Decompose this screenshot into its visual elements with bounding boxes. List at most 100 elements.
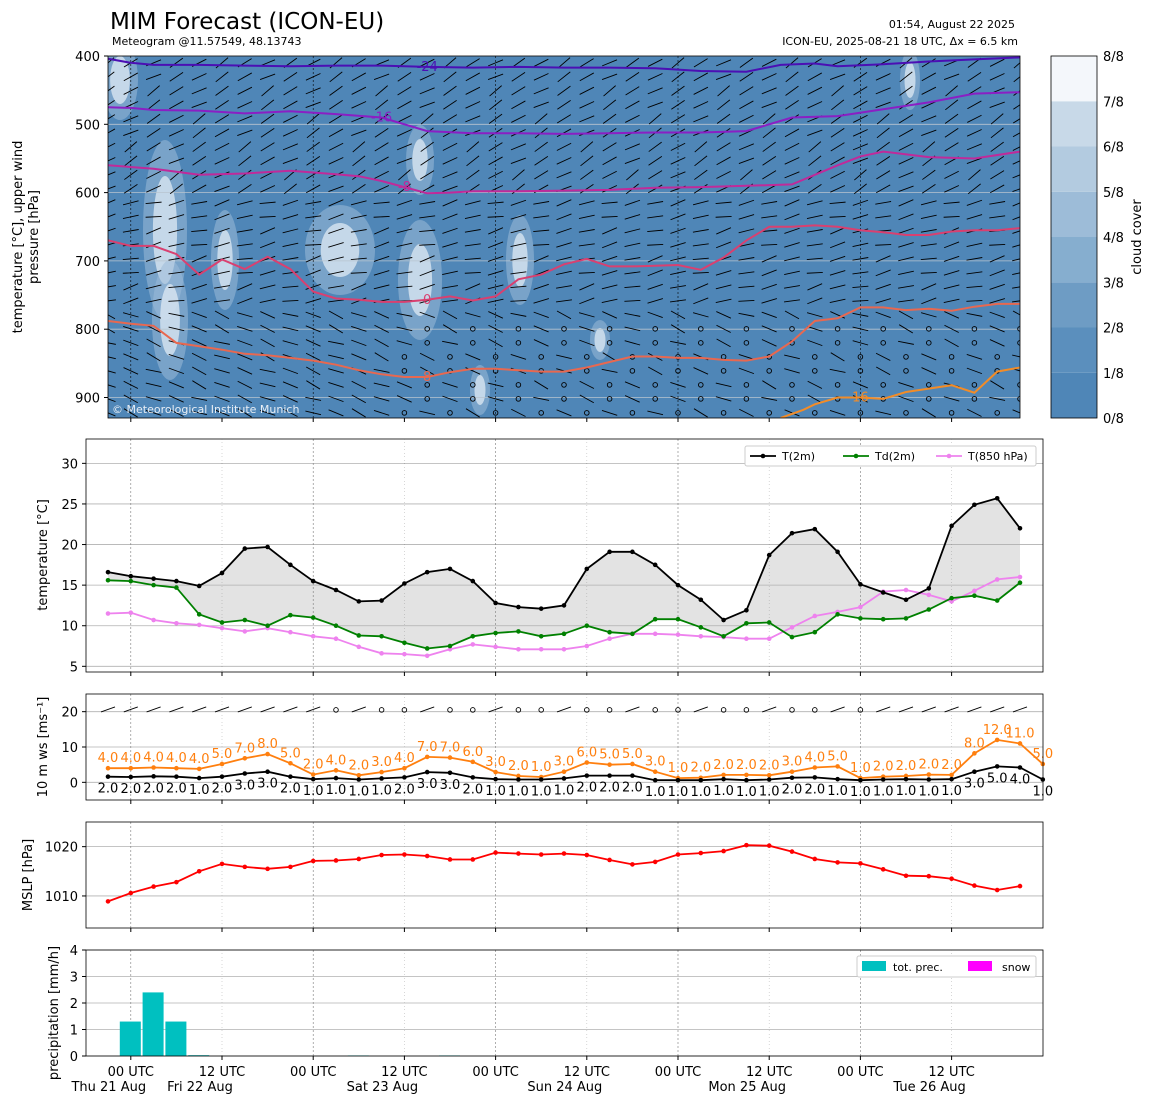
- wind-barb: [259, 270, 276, 276]
- wind-barb: [396, 143, 412, 151]
- t850-point: [333, 636, 339, 642]
- wind-barb: [168, 354, 185, 360]
- wind-barb: [579, 325, 595, 332]
- gust-point: [196, 766, 202, 772]
- wind-barb-calm: [743, 396, 750, 402]
- mean-wind-label: 3.0: [440, 778, 461, 793]
- wind-barb: [670, 395, 686, 403]
- wind-barb: [328, 395, 344, 403]
- wind-barb-calm: [766, 410, 772, 416]
- surface-barb: [990, 706, 1005, 713]
- wind-barb: [329, 85, 343, 96]
- wind-barb: [214, 114, 230, 124]
- wind-barb: [398, 169, 411, 181]
- legend-swatch-snow: [968, 961, 992, 971]
- wind-barb: [738, 199, 755, 206]
- gust-label: 3.0: [645, 755, 666, 770]
- mslp-point: [607, 857, 612, 863]
- wind-barb: [670, 324, 686, 334]
- mslp-point: [516, 851, 521, 856]
- gust-point: [994, 737, 1000, 743]
- wind-barb: [237, 115, 253, 123]
- gust-point: [493, 769, 498, 775]
- wind-barb: [168, 312, 185, 317]
- wind-barb: [373, 255, 390, 262]
- wind-barb: [260, 185, 276, 193]
- wind-barb-calm: [584, 368, 590, 374]
- wind-barb: [784, 285, 800, 289]
- mean-wind-label: 1.0: [348, 785, 369, 800]
- surface-barb: [306, 706, 321, 713]
- wind-barb: [328, 409, 344, 417]
- gust-label: 7.0: [417, 740, 438, 755]
- wind-barb: [145, 270, 162, 276]
- wind-barb: [145, 216, 162, 218]
- wind-barb: [328, 128, 344, 138]
- wind-barb: [215, 57, 229, 69]
- cloud-patch-core: [412, 139, 428, 181]
- surface-barb: [762, 706, 777, 713]
- isotherm-line: [108, 150, 1020, 195]
- wind-barb: [943, 396, 960, 402]
- wind-barb: [168, 271, 185, 275]
- wind-barb: [647, 298, 663, 304]
- wind-barb-calm: [743, 326, 750, 332]
- wind-barb: [580, 155, 594, 167]
- wind-barb: [510, 300, 527, 302]
- wind-barb: [761, 298, 777, 304]
- run-time: 01:54, August 22 2025: [889, 18, 1015, 31]
- mean-wind-point: [584, 773, 590, 778]
- wind-barb-calm: [629, 410, 636, 416]
- wind-barb: [533, 87, 549, 95]
- gust-point: [151, 765, 156, 770]
- wind-barb: [373, 396, 390, 402]
- wind-barb: [671, 71, 685, 83]
- t850-point: [949, 599, 954, 604]
- wind-barb: [967, 72, 982, 82]
- wind-barb: [305, 352, 321, 361]
- wind-barb-calm: [652, 396, 658, 402]
- wind-barb: [396, 326, 413, 332]
- mean-wind-label: 1.0: [303, 784, 324, 799]
- wind-barb: [579, 72, 595, 82]
- t850-point: [356, 644, 362, 650]
- gust-point: [265, 751, 270, 757]
- wind-barb-calm: [834, 340, 841, 346]
- wind-barb: [625, 86, 640, 96]
- wind-barb: [715, 382, 732, 388]
- mean-wind-label: 1.0: [713, 784, 734, 799]
- wind-barb: [396, 340, 413, 346]
- wind-barb: [602, 113, 617, 124]
- mean-wind-label: 3.0: [234, 779, 255, 794]
- wind-barb-calm: [971, 326, 978, 332]
- panel2-legend: [744, 445, 1037, 467]
- td2m-point: [538, 633, 544, 639]
- wind-barb: [420, 156, 435, 166]
- wind-barb: [283, 100, 298, 110]
- wind-barb: [579, 58, 594, 68]
- mean-wind-point: [493, 776, 498, 782]
- wind-barb: [465, 86, 481, 95]
- mslp-point: [128, 890, 134, 896]
- wind-barb: [192, 127, 206, 139]
- wind-barb: [966, 285, 983, 289]
- wind-barb: [624, 300, 641, 302]
- wind-barb: [328, 157, 344, 165]
- wind-barb: [328, 270, 344, 275]
- surface-barb: [944, 706, 959, 713]
- legend-label: tot. prec.: [893, 961, 943, 974]
- wind-barb: [236, 214, 253, 219]
- wind-barb: [328, 354, 344, 360]
- legend-label: T(850 hPa): [967, 450, 1028, 463]
- mean-wind-label: 2.0: [166, 782, 187, 797]
- mslp-point: [903, 873, 909, 879]
- mean-wind-point: [858, 777, 863, 783]
- wind-barb: [305, 283, 321, 290]
- wind-barb: [920, 243, 937, 247]
- mean-wind-point: [538, 777, 544, 782]
- isotherm-label: -24: [417, 60, 438, 75]
- wind-barb: [717, 85, 730, 97]
- gust-point: [356, 772, 362, 778]
- ylabel-line: temperature [°C], upper wind: [11, 141, 26, 334]
- wind-barb: [305, 244, 322, 246]
